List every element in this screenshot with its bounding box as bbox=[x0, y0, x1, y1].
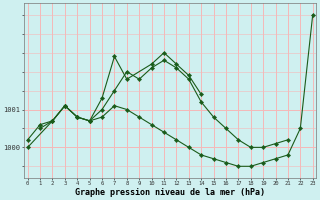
X-axis label: Graphe pression niveau de la mer (hPa): Graphe pression niveau de la mer (hPa) bbox=[75, 188, 265, 197]
